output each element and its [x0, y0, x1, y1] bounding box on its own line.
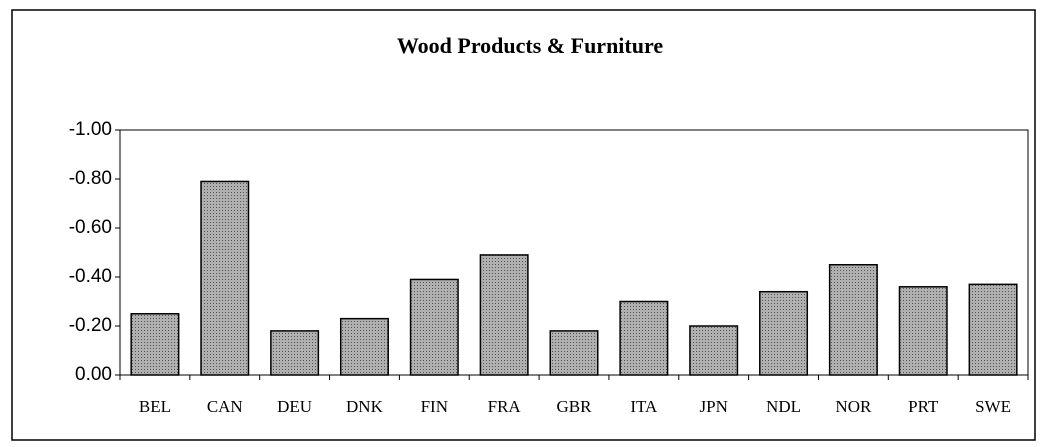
bar: [270, 330, 320, 376]
y-tick-label: -1.00: [69, 119, 112, 140]
x-tick-label: NDL: [766, 397, 801, 416]
x-tick-label: CAN: [207, 397, 243, 416]
bar: [200, 180, 250, 376]
bar: [339, 317, 389, 376]
x-tick-label: SWE: [975, 397, 1011, 416]
bar: [898, 286, 948, 376]
bar: [409, 278, 459, 376]
y-tick-label: -0.60: [69, 217, 112, 238]
bar: [619, 300, 669, 376]
x-tick-label: JPN: [700, 397, 728, 416]
y-tick-label: -0.40: [69, 266, 112, 287]
bar: [549, 330, 599, 376]
x-tick-label: BEL: [139, 397, 171, 416]
bar: [759, 290, 809, 376]
bar: [479, 254, 529, 376]
bar: [689, 325, 739, 376]
y-tick-label: -0.80: [69, 168, 112, 189]
bar: [130, 313, 180, 376]
frame: [11, 9, 1036, 441]
x-tick-label: DNK: [346, 397, 384, 416]
y-tick-label: 0.00: [75, 364, 112, 385]
chart-title: Wood Products & Furniture: [397, 33, 663, 58]
bar: [968, 283, 1018, 376]
x-tick-label: FIN: [421, 397, 448, 416]
x-tick-label: DEU: [277, 397, 312, 416]
x-tick-label: PRT: [908, 397, 939, 416]
y-tick-label: -0.20: [69, 315, 112, 336]
x-tick-label: FRA: [488, 397, 522, 416]
x-tick-label: ITA: [630, 397, 658, 416]
x-tick-label: NOR: [835, 397, 872, 416]
bar: [828, 264, 878, 376]
x-tick-label: GBR: [557, 397, 593, 416]
